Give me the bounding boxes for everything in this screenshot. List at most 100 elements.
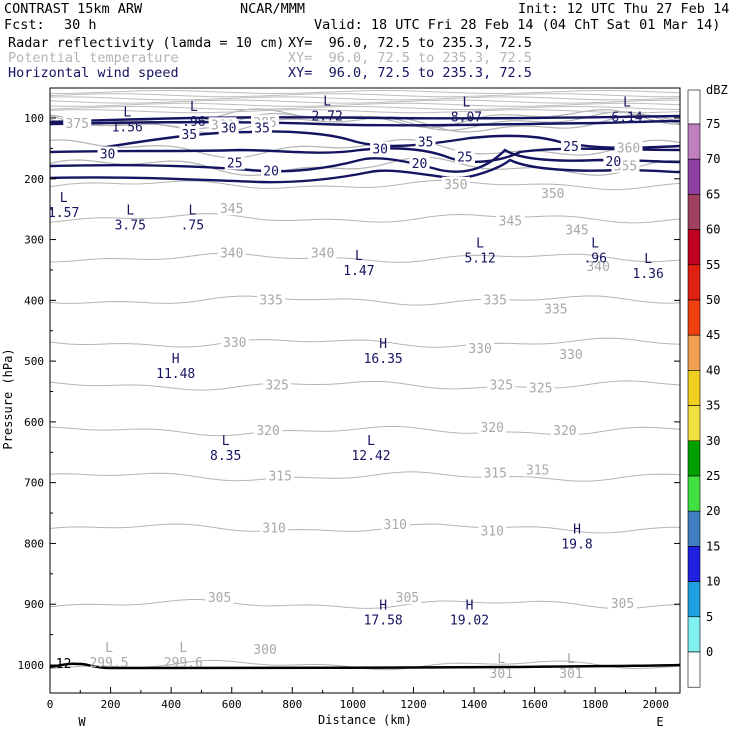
y-tick-label: 400 (24, 294, 44, 307)
y-tick-label: 600 (24, 416, 44, 429)
wind-label: 35 (181, 128, 197, 143)
colorbar-level: 60 (706, 223, 720, 237)
extremum-type: L (190, 100, 198, 115)
colorbar-level: 0 (706, 645, 713, 659)
theta-contour-355 (49, 156, 680, 177)
extremum-type: H (172, 352, 180, 367)
colorbar-cell (687, 334, 701, 371)
theta-label: 375 (66, 117, 89, 132)
x-tick-label: 400 (161, 698, 181, 711)
forecast-label: Fcst: (4, 17, 45, 33)
theta-label: 310 (262, 521, 285, 536)
extremum-type: H (379, 337, 387, 352)
init-time: Init: 12 UTC Thu 27 Feb 14 (518, 1, 730, 17)
extremum-value: 11.48 (156, 367, 195, 382)
colorbar-level: 75 (706, 117, 720, 131)
extremum-value: 8.07 (451, 111, 482, 126)
wind-label: 30 (221, 121, 237, 136)
theta-label-bg (496, 213, 525, 228)
colorbar-level: 70 (706, 152, 720, 166)
extremum-value: 19.02 (450, 613, 489, 628)
colorbar-level: 35 (706, 399, 720, 413)
theta-label-bg (217, 201, 246, 216)
theta-label: 345 (565, 223, 588, 238)
theta-label-bg (487, 377, 516, 392)
extremum-value: 299.5 (89, 656, 128, 671)
contour-labels: 3753803853603553503503453453453403403403… (56, 114, 643, 672)
theta-label-bg (308, 245, 337, 260)
colorbar-level: 55 (706, 258, 720, 272)
theta-label-bg (608, 596, 637, 611)
x-tick-label: 800 (282, 698, 302, 711)
wind-label: 35 (418, 135, 434, 150)
wind-label-bg (261, 163, 282, 178)
y-tick-label: 300 (24, 234, 44, 247)
wind-label: 25 (563, 140, 579, 155)
theta-top-band-5 (49, 106, 681, 110)
theta-label-bg (254, 423, 283, 438)
y-tick-label: 100 (24, 112, 44, 125)
extremum-value: 19.8 (561, 537, 592, 552)
colorbar-cell (687, 123, 701, 160)
ground-surface (49, 662, 681, 670)
colorbar-cell (687, 158, 701, 195)
colorbar-cell (687, 89, 701, 125)
extremum-type: L (463, 96, 471, 111)
field-reflectivity-xy: XY= 96.0, 72.5 to 235.3, 72.5 (288, 35, 532, 51)
theta-label: 305 (208, 591, 231, 606)
extremum-type: H (466, 598, 474, 613)
theta-top-band-3 (49, 99, 680, 104)
theta-contour-340 (49, 252, 681, 263)
theta-label: 335 (259, 293, 282, 308)
extremum-type: L (179, 641, 187, 656)
wind-label-bg (224, 155, 245, 170)
theta-contour-350 (49, 179, 681, 191)
theta-label: 340 (220, 247, 243, 262)
extremum-type: L (567, 652, 575, 667)
theta-label: 325 (490, 378, 513, 393)
forecast-value: 30 h (64, 17, 97, 33)
colorbar-level: 65 (706, 187, 720, 201)
extremum-type: L (60, 191, 68, 206)
wind-label-bg (415, 134, 436, 149)
theta-top-band-0 (50, 90, 681, 94)
x-tick-label: 200 (101, 698, 121, 711)
wind-label-bg (97, 146, 118, 161)
wind-label-bg (370, 141, 391, 156)
colorbar-level: 45 (706, 328, 720, 342)
theta-contour-345 (49, 213, 681, 224)
extremum-value: 301 (490, 667, 513, 682)
colorbar-unit: dBZ (706, 83, 728, 97)
extremum-type: H (379, 598, 387, 613)
colorbar-cell (687, 510, 701, 547)
theta-label: 330 (468, 342, 491, 357)
theta-label: 360 (617, 141, 640, 156)
theta-label-bg (481, 465, 510, 480)
extremum-value: .96 (182, 115, 205, 130)
y-axis-label: Pressure (hPa) (1, 348, 15, 449)
theta-contour-325 (49, 380, 681, 391)
wind-label: 35 (254, 121, 270, 136)
colorbar-level: 30 (706, 434, 720, 448)
theta-label: 315 (483, 467, 506, 482)
theta-contour-330 (49, 337, 681, 348)
theta-label: 310 (384, 518, 407, 533)
theta-contour-360 (49, 138, 681, 159)
theta-label: 335 (483, 293, 506, 308)
theta-label: 305 (396, 591, 419, 606)
theta-label: 345 (220, 202, 243, 217)
theta-label-bg (217, 245, 246, 260)
theta-top-band-6 (49, 109, 681, 114)
x-tick-label: 600 (222, 698, 242, 711)
theta-label-bg (205, 590, 234, 605)
extremum-value: 12.42 (351, 449, 390, 464)
theta-label-bg (266, 468, 295, 483)
colorbar-level: 25 (706, 469, 720, 483)
colorbar-cell (687, 229, 701, 266)
theta-label: 320 (480, 421, 503, 436)
theta-label-bg (526, 380, 555, 395)
y-tick-label: 200 (24, 173, 44, 186)
theta-label-bg (260, 520, 289, 535)
